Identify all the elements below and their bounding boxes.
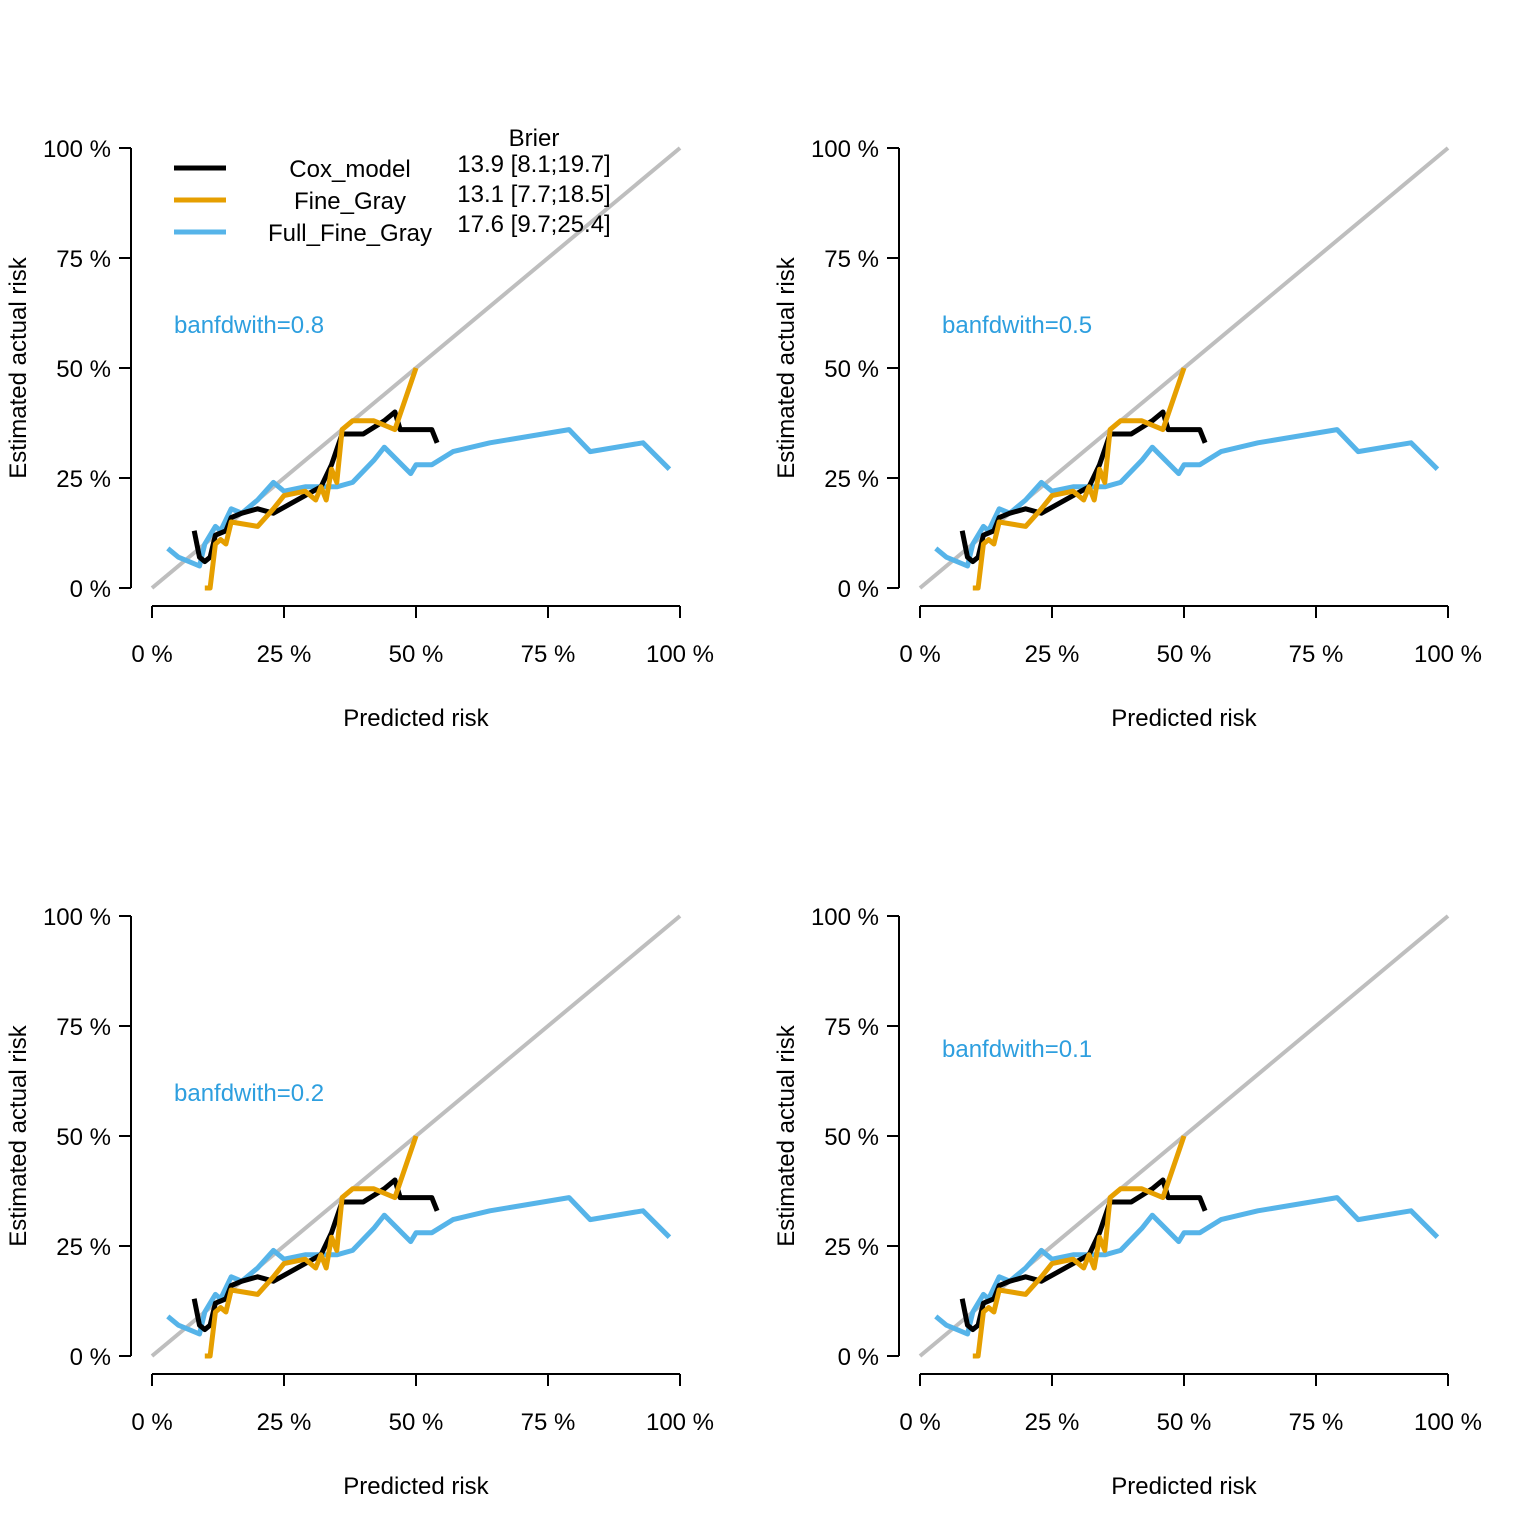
x-tick-label: 50 % xyxy=(1157,641,1212,668)
x-tick-label: 100 % xyxy=(1414,1409,1482,1436)
x-axis-label: Predicted risk xyxy=(343,1473,489,1500)
x-tick-label: 0 % xyxy=(899,641,940,668)
bandwidth-annotation: banfdwith=0.5 xyxy=(942,312,1092,339)
series-line-fine-gray xyxy=(972,1135,1187,1359)
y-tick-label: 50 % xyxy=(824,1124,879,1151)
bandwidth-annotation: banfdwith=0.1 xyxy=(942,1036,1092,1063)
y-axis-label: Estimated actual risk xyxy=(5,1024,32,1246)
y-tick-label: 75 % xyxy=(824,246,879,273)
y-tick-label: 100 % xyxy=(43,136,111,163)
y-axis-label: Estimated actual risk xyxy=(773,1024,800,1246)
series-line-full-fine-gray xyxy=(934,427,1440,569)
y-tick-label: 0 % xyxy=(838,1344,879,1371)
y-axis-label: Estimated actual risk xyxy=(5,256,32,478)
legend: Brier Cox_model 13.9 [8.1;19.7] Fine_Gray 13… xyxy=(174,125,611,247)
x-tick-label: 25 % xyxy=(257,1409,312,1436)
y-tick-label: 75 % xyxy=(56,246,111,273)
chart-panel-3: 0 % 25 % 50 % 75 % 100 % 0 % 25 % 50 % 75 % 100 %… xyxy=(5,904,714,1500)
y-tick-label: 50 % xyxy=(824,356,879,383)
y-tick-label: 25 % xyxy=(824,466,879,493)
series-line-fine-gray xyxy=(204,1135,419,1359)
chart-panel-4: 0 % 25 % 50 % 75 % 100 % 0 % 25 % 50 % 75 % 100 %… xyxy=(773,904,1482,1500)
y-tick-label: 0 % xyxy=(70,1344,111,1371)
y-tick-label: 25 % xyxy=(56,1234,111,1261)
x-tick-label: 75 % xyxy=(521,1409,576,1436)
y-tick-label: 50 % xyxy=(56,1124,111,1151)
legend-header: Brier xyxy=(509,125,560,152)
x-tick-label: 25 % xyxy=(257,641,312,668)
series-line-fine-gray xyxy=(204,367,419,591)
y-tick-label: 75 % xyxy=(824,1014,879,1041)
x-tick-label: 0 % xyxy=(131,641,172,668)
bandwidth-annotation: banfdwith=0.2 xyxy=(174,1080,324,1107)
x-tick-label: 100 % xyxy=(1414,641,1482,668)
x-tick-label: 0 % xyxy=(899,1409,940,1436)
x-tick-label: 50 % xyxy=(389,641,444,668)
legend-label: Fine_Gray xyxy=(294,188,406,215)
y-axis-label: Estimated actual risk xyxy=(773,256,800,478)
x-tick-label: 25 % xyxy=(1025,641,1080,668)
x-tick-label: 75 % xyxy=(1289,641,1344,668)
bandwidth-annotation: banfdwith=0.8 xyxy=(174,312,324,339)
x-tick-label: 25 % xyxy=(1025,1409,1080,1436)
x-tick-label: 100 % xyxy=(646,1409,714,1436)
y-tick-label: 0 % xyxy=(70,576,111,603)
y-tick-label: 25 % xyxy=(56,466,111,493)
series-line-full-fine-gray xyxy=(934,1195,1440,1337)
x-axis-label: Predicted risk xyxy=(1111,705,1257,732)
y-tick-label: 50 % xyxy=(56,356,111,383)
x-tick-label: 75 % xyxy=(521,641,576,668)
y-tick-label: 100 % xyxy=(43,904,111,931)
series-line-full-fine-gray xyxy=(166,1195,672,1337)
y-tick-label: 25 % xyxy=(824,1234,879,1261)
x-axis-label: Predicted risk xyxy=(1111,1473,1257,1500)
x-tick-label: 50 % xyxy=(1157,1409,1212,1436)
series-line-full-fine-gray xyxy=(166,427,672,569)
legend-label: Full_Fine_Gray xyxy=(268,220,432,247)
legend-brier-value: 13.1 [7.7;18.5] xyxy=(457,181,610,208)
x-tick-label: 0 % xyxy=(131,1409,172,1436)
x-axis-label: Predicted risk xyxy=(343,705,489,732)
legend-brier-value: 17.6 [9.7;25.4] xyxy=(457,211,610,238)
legend-label: Cox_model xyxy=(289,156,410,183)
x-tick-label: 75 % xyxy=(1289,1409,1344,1436)
y-tick-label: 75 % xyxy=(56,1014,111,1041)
chart-panel-1: 0 % 25 % 50 % 75 % 100 % 0 % 25 % 50 % 75 % 100 %… xyxy=(5,136,714,732)
y-tick-label: 100 % xyxy=(811,904,879,931)
chart-panel-2: 0 % 25 % 50 % 75 % 100 % 0 % 25 % 50 % 75 % 100 %… xyxy=(773,136,1482,732)
x-tick-label: 100 % xyxy=(646,641,714,668)
y-tick-label: 0 % xyxy=(838,576,879,603)
legend-brier-value: 13.9 [8.1;19.7] xyxy=(457,151,610,178)
x-tick-label: 50 % xyxy=(389,1409,444,1436)
y-tick-label: 100 % xyxy=(811,136,879,163)
series-line-fine-gray xyxy=(972,367,1187,591)
